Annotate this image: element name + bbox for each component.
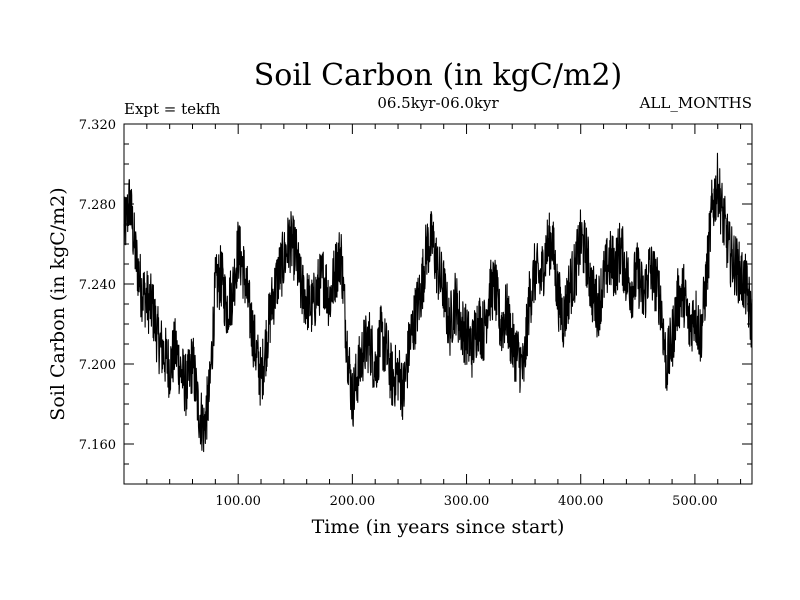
x-tick-label: 100.00 <box>215 494 261 509</box>
soil-carbon-series-line <box>123 152 753 453</box>
x-tick-label: 400.00 <box>558 494 604 509</box>
y-axis-label: Soil Carbon (in kgC/m2) <box>47 187 69 420</box>
chart-title: Soil Carbon (in kgC/m2) <box>254 58 622 93</box>
y-tick-label: 7.200 <box>79 358 116 373</box>
y-tick-label: 7.240 <box>79 278 116 293</box>
y-tick-label: 7.320 <box>79 118 116 133</box>
y-tick-label: 7.280 <box>79 198 116 213</box>
x-tick-label: 200.00 <box>330 494 376 509</box>
x-tick-label: 300.00 <box>444 494 490 509</box>
period-subtitle: 06.5kyr-06.0kyr <box>377 94 499 112</box>
x-axis-label: Time (in years since start) <box>312 516 565 538</box>
y-tick-label: 7.160 <box>79 438 116 453</box>
x-tick-label: 500.00 <box>672 494 718 509</box>
expt-annotation: Expt = tekfh <box>124 100 221 118</box>
plot-frame <box>123 123 753 485</box>
months-annotation: ALL_MONTHS <box>639 94 752 112</box>
